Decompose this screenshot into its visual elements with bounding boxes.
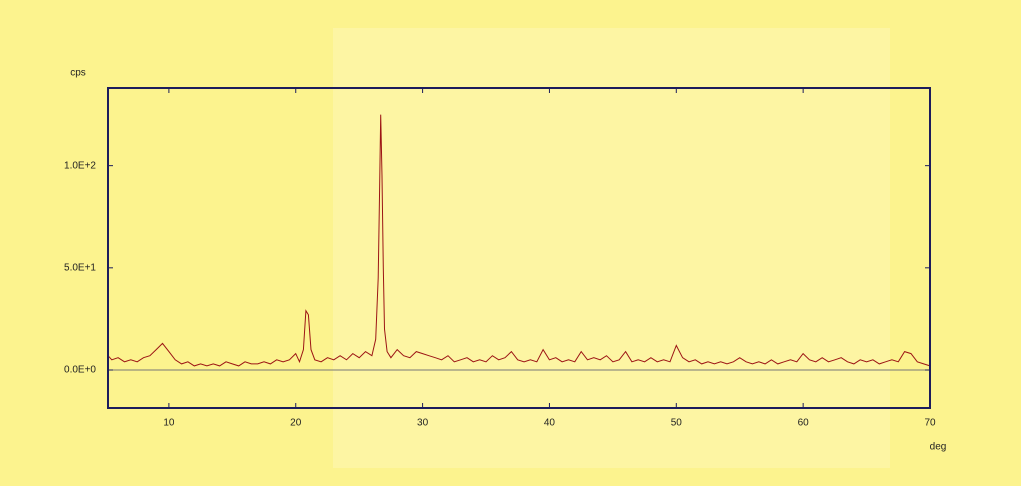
y-tick-label: 5.0E+1 (64, 262, 96, 273)
x-tick-label: 30 (417, 418, 429, 429)
x-axis-label: deg (930, 442, 947, 453)
x-tick-label: 20 (290, 418, 302, 429)
y-tick-label: 1.0E+2 (64, 160, 96, 171)
y-axis-label: cps (70, 68, 86, 79)
x-tick-label: 10 (163, 418, 175, 429)
x-tick-label: 40 (544, 418, 556, 429)
x-tick-label: 70 (924, 418, 936, 429)
chart: cps deg 0.0E+0 5.0E+1 1.0E+2 10 20 30 40 50 60 70 (0, 0, 1021, 486)
x-tick-label: 60 (798, 418, 810, 429)
x-tick-label: 50 (671, 418, 683, 429)
watermark (333, 28, 890, 468)
y-tick-label: 0.0E+0 (64, 365, 96, 376)
